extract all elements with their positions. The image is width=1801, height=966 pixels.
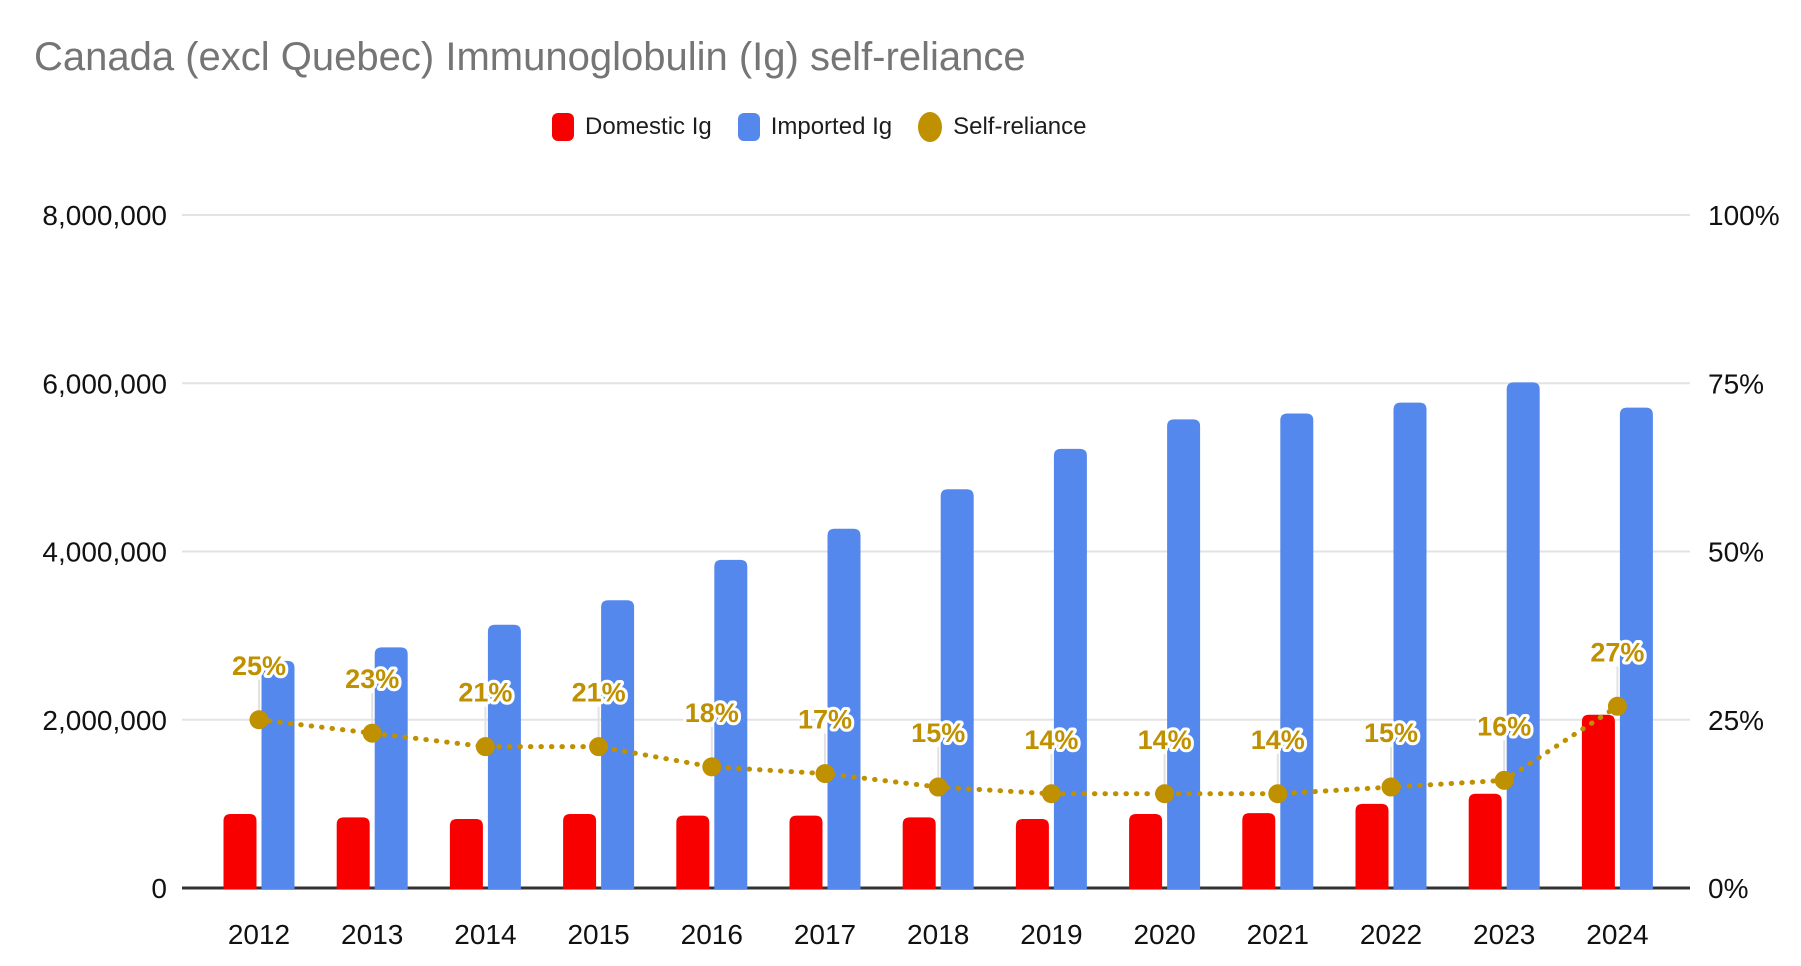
- right-axis-tick-label: 50%: [1708, 537, 1764, 568]
- self-reliance-marker: [928, 777, 948, 797]
- self-reliance-marker: [1155, 784, 1175, 804]
- x-axis-year-label: 2013: [341, 919, 403, 950]
- right-axis-tick-label: 75%: [1708, 368, 1764, 399]
- bar-imported-2015: [601, 600, 635, 889]
- bar-domestic-2012: [223, 813, 257, 889]
- bar-domestic-2024: [1581, 714, 1615, 889]
- bar-domestic-2020: [1129, 813, 1163, 889]
- x-axis-year-label: 2020: [1133, 919, 1195, 950]
- legend-label-imported: Imported Ig: [770, 113, 893, 140]
- x-axis-year-label: 2021: [1247, 919, 1309, 950]
- bar-imported-2014: [487, 624, 521, 889]
- self-reliance-value-label: 23%: [345, 664, 399, 694]
- left-axis-tick-label: 6,000,000: [42, 368, 167, 399]
- bar-domestic-2021: [1242, 813, 1276, 889]
- self-reliance-value-label: 16%: [1477, 711, 1531, 741]
- bar-imported-2019: [1053, 448, 1087, 889]
- legend-label-self-reliance: Self-reliance: [953, 113, 1087, 140]
- bar-domestic-2022: [1355, 803, 1389, 889]
- legend-item-domestic: Domestic Ig: [552, 113, 712, 141]
- bar-imported-2012: [261, 660, 295, 889]
- self-reliance-marker: [1041, 784, 1061, 804]
- bar-domestic-2013: [336, 817, 370, 889]
- bar-domestic-2014: [449, 819, 483, 889]
- bar-imported-2013: [374, 647, 408, 889]
- bar-imported-2024: [1619, 407, 1653, 889]
- self-reliance-marker: [702, 757, 722, 777]
- legend-label-domestic: Domestic Ig: [585, 113, 712, 140]
- self-reliance-marker: [815, 764, 835, 784]
- gold-circle-swatch-icon: [918, 112, 943, 142]
- x-axis-year-label: 2017: [794, 919, 856, 950]
- self-reliance-marker: [475, 737, 495, 757]
- left-axis-tick-label: 4,000,000: [42, 537, 167, 568]
- self-reliance-marker: [589, 737, 609, 757]
- self-reliance-marker: [362, 723, 382, 743]
- bar-imported-2021: [1280, 413, 1314, 889]
- x-axis-year-label: 2022: [1360, 919, 1422, 950]
- legend-item-imported: Imported Ig: [737, 113, 893, 141]
- bar-domestic-2015: [563, 813, 597, 889]
- self-reliance-value-label: 15%: [911, 718, 965, 748]
- bar-imported-2022: [1393, 402, 1427, 889]
- bar-imported-2016: [714, 559, 748, 889]
- self-reliance-value-label: 18%: [685, 698, 739, 728]
- self-reliance-marker: [249, 710, 269, 730]
- right-axis-tick-label: 100%: [1708, 200, 1780, 231]
- self-reliance-value-label: 15%: [1364, 718, 1418, 748]
- self-reliance-marker: [1268, 784, 1288, 804]
- bar-imported-2017: [827, 528, 861, 889]
- right-axis-tick-label: 25%: [1708, 705, 1764, 736]
- self-reliance-marker: [1607, 696, 1627, 716]
- bar-imported-2023: [1506, 382, 1540, 889]
- self-reliance-value-label: 17%: [798, 705, 852, 735]
- x-axis-year-label: 2015: [567, 919, 629, 950]
- chart-title: Canada (excl Quebec) Immunoglobulin (Ig)…: [34, 35, 1026, 79]
- self-reliance-value-label: 14%: [1138, 725, 1192, 755]
- left-axis-tick-label: 2,000,000: [42, 705, 167, 736]
- left-axis-tick-label: 8,000,000: [42, 200, 167, 231]
- bar-domestic-2019: [1015, 819, 1049, 889]
- left-axis-tick-label: 0: [151, 873, 167, 904]
- self-reliance-marker: [1381, 777, 1401, 797]
- x-axis-year-label: 2016: [681, 919, 743, 950]
- self-reliance-value-label: 14%: [1251, 725, 1305, 755]
- x-axis-year-label: 2023: [1473, 919, 1535, 950]
- self-reliance-value-label: 14%: [1024, 725, 1078, 755]
- bar-domestic-2018: [902, 817, 936, 889]
- self-reliance-marker: [1494, 770, 1514, 790]
- self-reliance-value-label: 27%: [1590, 637, 1644, 667]
- self-reliance-value-label: 21%: [572, 678, 626, 708]
- bar-domestic-2023: [1468, 793, 1502, 889]
- legend: Domestic Ig Imported Ig Self-reliance: [552, 110, 1087, 144]
- bar-domestic-2016: [676, 815, 710, 889]
- bar-imported-2018: [940, 489, 974, 889]
- bar-domestic-2017: [789, 815, 823, 889]
- x-axis-year-label: 2012: [228, 919, 290, 950]
- self-reliance-value-label: 21%: [458, 678, 512, 708]
- right-axis-tick-label: 0%: [1708, 873, 1748, 904]
- x-axis-year-label: 2019: [1020, 919, 1082, 950]
- x-axis-year-label: 2018: [907, 919, 969, 950]
- blue-square-swatch-icon: [737, 113, 760, 141]
- legend-item-self-reliance: Self-reliance: [918, 112, 1087, 142]
- x-axis-year-label: 2014: [454, 919, 516, 950]
- bar-imported-2020: [1167, 419, 1201, 889]
- self-reliance-value-label: 25%: [232, 651, 286, 681]
- x-axis-year-label: 2024: [1586, 919, 1648, 950]
- red-square-swatch-icon: [552, 113, 574, 141]
